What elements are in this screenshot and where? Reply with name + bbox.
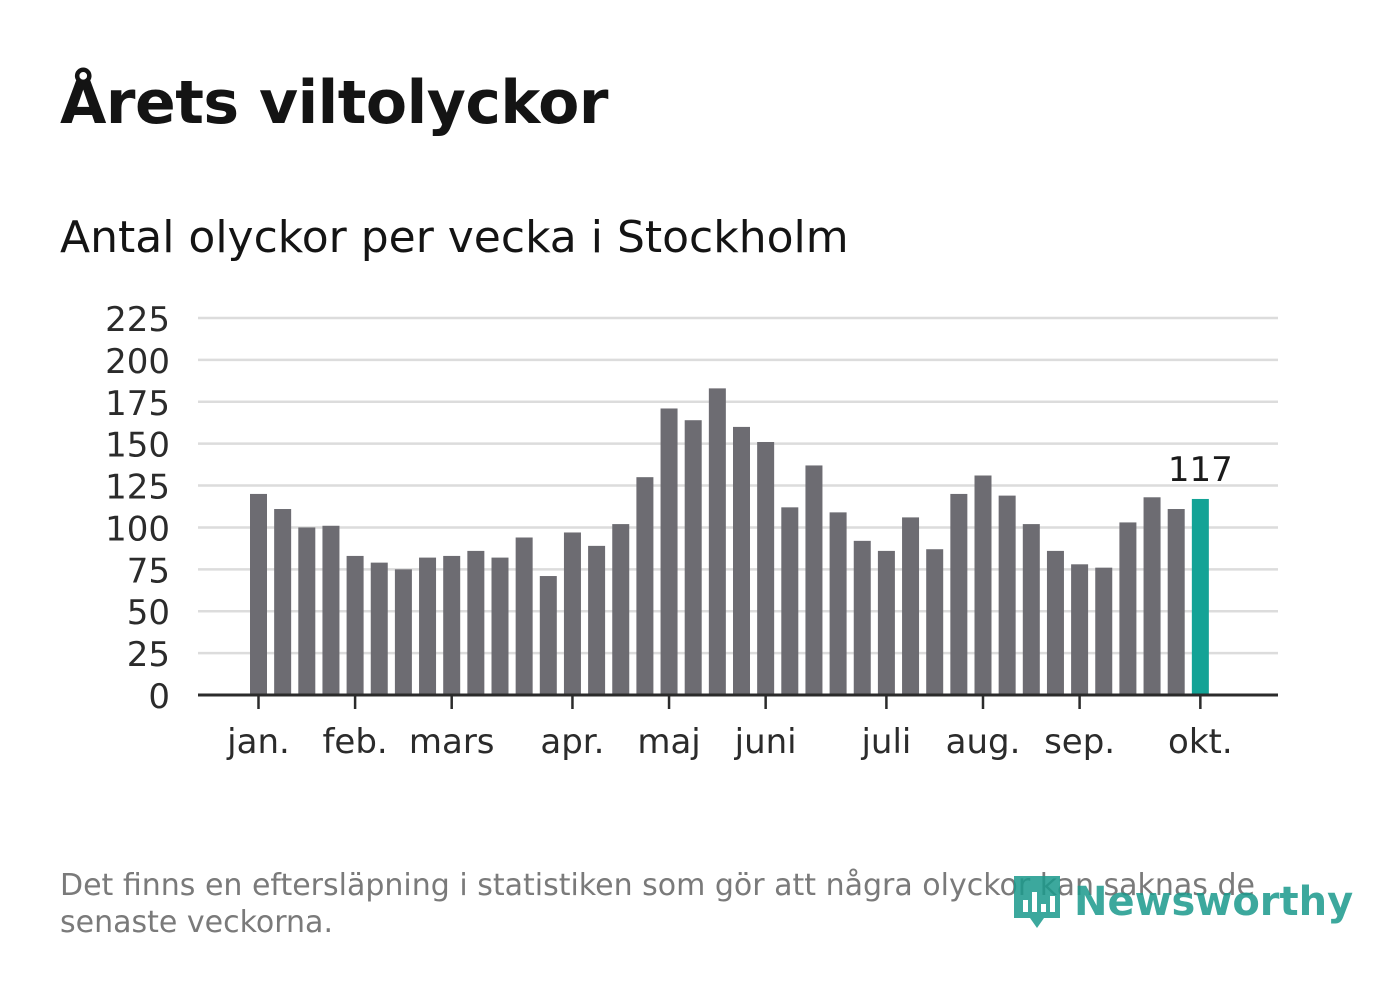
y-tick-label: 75	[127, 551, 170, 591]
bar	[563, 532, 581, 695]
bar	[950, 493, 968, 695]
bar	[250, 493, 267, 695]
bar	[829, 512, 847, 695]
bar	[1095, 567, 1113, 695]
y-tick-label: 125	[105, 468, 170, 508]
x-tick-label: aug.	[946, 722, 1021, 762]
data-label-highlight: 117	[1168, 450, 1233, 490]
bar	[853, 540, 871, 695]
bar	[588, 545, 606, 695]
x-tick-label: maj	[637, 722, 700, 762]
y-tick-label: 200	[105, 342, 170, 382]
bar	[926, 549, 944, 695]
bar	[1119, 522, 1137, 695]
data-labels: 117	[1168, 450, 1233, 490]
bar	[998, 495, 1016, 695]
bar-highlighted	[1191, 498, 1209, 695]
x-axis: jan. feb. mars apr. maj juni juli aug. sep. okt.	[198, 693, 1278, 762]
y-tick-label: 0	[148, 677, 170, 717]
x-tick-label: mars	[409, 722, 495, 762]
bar	[612, 524, 630, 695]
bar	[708, 388, 726, 695]
newsworthy-logo-icon	[1014, 876, 1060, 928]
bar	[660, 408, 678, 695]
bar	[298, 527, 316, 695]
bar	[346, 555, 364, 695]
bar	[443, 555, 461, 695]
bar	[539, 576, 557, 695]
y-tick-label: 225	[105, 300, 170, 340]
bar	[781, 507, 799, 695]
bar	[636, 477, 654, 695]
y-tick-label: 25	[127, 635, 170, 675]
bars	[250, 388, 1209, 695]
bar	[274, 509, 292, 695]
bar	[1143, 497, 1161, 695]
bar	[370, 562, 388, 695]
chart-subtitle: Antal olyckor per vecka i Stockholm	[60, 212, 849, 263]
bar	[684, 420, 702, 695]
bar	[902, 517, 920, 695]
y-tick-label: 100	[105, 509, 170, 549]
x-tick-label: juli	[860, 722, 911, 762]
x-tick-label: juni	[734, 722, 797, 762]
bar	[1071, 564, 1089, 695]
bar	[394, 569, 412, 695]
bar	[1167, 509, 1185, 695]
bar	[757, 441, 775, 695]
bar	[805, 465, 823, 695]
y-tick-label: 50	[127, 593, 170, 633]
bar	[974, 475, 992, 695]
bar	[467, 550, 485, 695]
x-tick-label: jan.	[226, 722, 290, 762]
x-tick-label: okt.	[1168, 722, 1233, 762]
chart-title: Årets viltolyckor	[60, 68, 609, 138]
bar	[419, 557, 437, 695]
bar	[877, 550, 895, 695]
bar	[491, 557, 509, 695]
bar	[322, 525, 340, 695]
x-tick-label: apr.	[540, 722, 604, 762]
y-tick-label: 150	[105, 426, 170, 466]
bar	[1022, 524, 1040, 695]
bar	[733, 426, 750, 695]
y-tick-label: 175	[105, 384, 170, 424]
bar	[515, 537, 533, 695]
x-tick-label: feb.	[322, 722, 387, 762]
logo-text: Newsworthy	[1074, 879, 1354, 925]
bar	[1046, 550, 1064, 695]
x-tick-label: sep.	[1044, 722, 1115, 762]
newsworthy-logo: Newsworthy	[1010, 872, 1353, 932]
